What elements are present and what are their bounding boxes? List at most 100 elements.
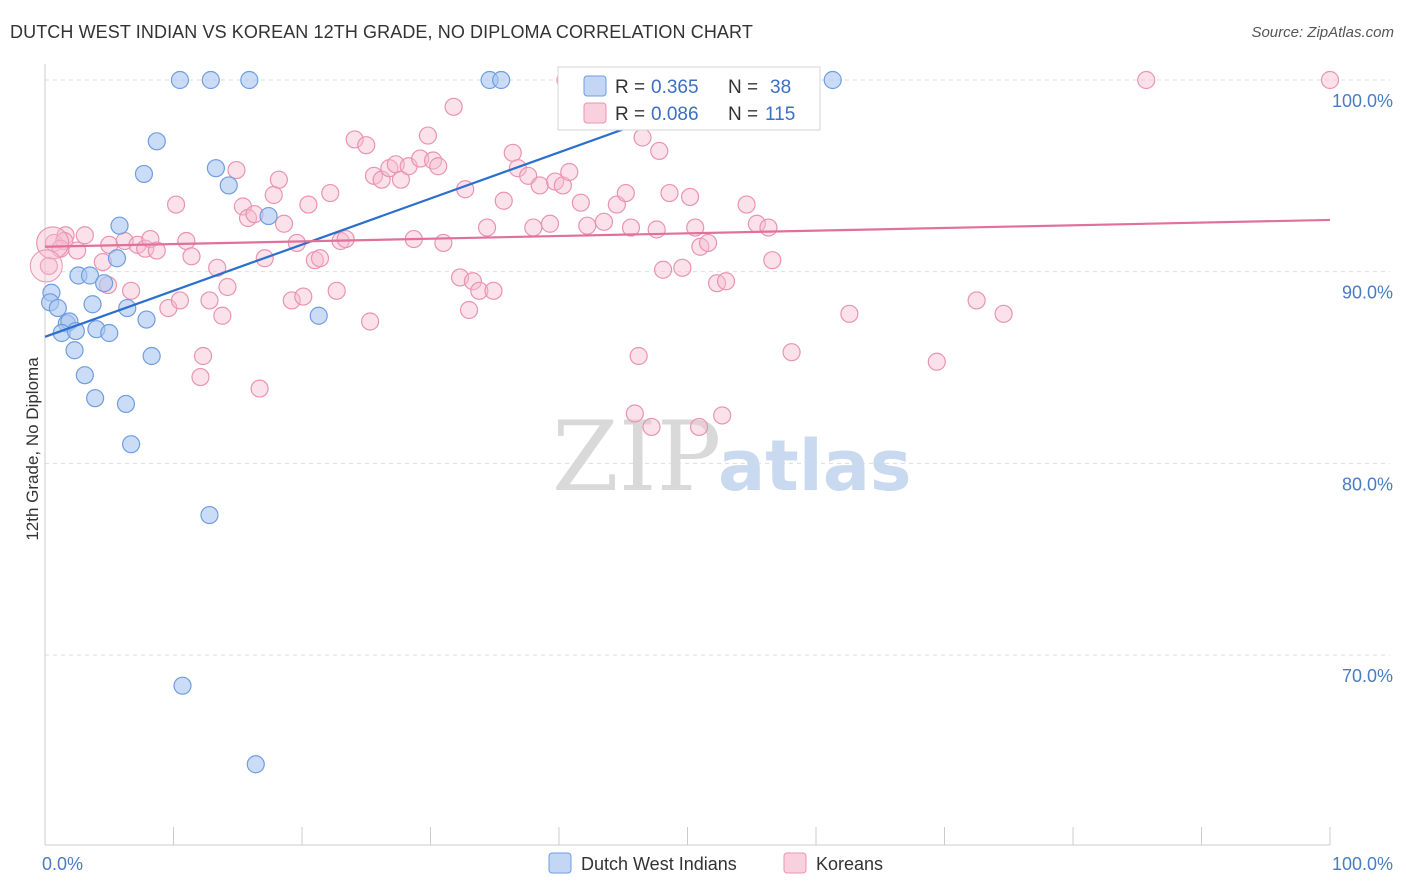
data-point-dutch	[110, 216, 129, 235]
source-label: Source: ZipAtlas.com	[1251, 24, 1394, 41]
data-point-dutch	[116, 394, 136, 414]
data-point-korean	[391, 170, 411, 189]
data-point-korean	[524, 218, 543, 237]
data-point-korean	[463, 272, 483, 291]
data-point-korean	[361, 312, 380, 331]
y-tick-labels: 70.0% 80.0% 90.0% 100.0%	[1332, 91, 1393, 686]
data-point-dutch	[95, 274, 114, 293]
watermark: ZIP atlas	[552, 401, 912, 513]
data-point-korean	[782, 343, 801, 362]
legend-n-value-koreans: 115	[765, 104, 795, 125]
data-point-korean	[633, 128, 652, 147]
legend-r-value-dutch: 0.365	[651, 77, 699, 98]
data-point-korean	[147, 241, 166, 260]
y-tick-label: 90.0%	[1342, 283, 1393, 303]
legend-item-koreans-swatch	[783, 852, 807, 874]
watermark-atlas: atlas	[718, 425, 912, 507]
data-point-korean	[177, 231, 196, 251]
data-point-korean	[141, 229, 160, 249]
data-point-korean	[494, 191, 513, 210]
data-point-korean	[357, 136, 376, 155]
data-point-korean	[759, 218, 778, 237]
x-tick-label: 100.0%	[1332, 854, 1393, 874]
data-point-korean	[321, 183, 340, 203]
data-point-korean	[689, 417, 709, 437]
data-point-korean	[418, 126, 438, 145]
data-point-dutch	[48, 298, 67, 318]
data-point-korean	[763, 251, 782, 270]
data-point-dutch	[75, 366, 94, 385]
series-legend: Dutch West Indians Koreans	[548, 852, 883, 874]
grid	[45, 79, 1390, 656]
data-point-korean	[264, 185, 283, 205]
data-point-korean	[39, 256, 58, 276]
chart-title: DUTCH WEST INDIAN VS KOREAN 12TH GRADE, …	[10, 22, 753, 42]
data-point-korean	[166, 195, 186, 214]
data-point-dutch	[492, 70, 511, 90]
data-point-korean	[213, 306, 232, 325]
data-point-korean	[578, 216, 597, 235]
legend-r-label-koreans: R =	[615, 104, 645, 125]
data-point-dutch	[309, 306, 328, 325]
correlation-legend: R = 0.365 N = 38 R = 0.086 N = 115	[557, 66, 821, 131]
legend-n-label-dutch: N =	[728, 77, 758, 98]
data-point-korean	[625, 404, 644, 423]
data-point-korean	[345, 130, 364, 149]
axes	[44, 64, 1331, 846]
data-point-korean	[200, 291, 219, 310]
data-point-dutch	[201, 70, 220, 90]
data-point-korean	[459, 300, 479, 320]
data-point-korean	[36, 226, 70, 260]
series-dutch-west-indians	[41, 70, 842, 774]
data-point-korean	[218, 277, 237, 297]
data-point-korean	[540, 214, 560, 233]
data-point-korean	[327, 281, 346, 300]
data-point-korean	[530, 176, 549, 195]
legend-item-dutch-swatch	[548, 852, 572, 874]
data-point-korean	[191, 367, 210, 387]
data-point-korean	[282, 291, 301, 310]
legend-swatch-dutch	[583, 75, 607, 97]
legend-n-label-koreans: N =	[728, 104, 758, 125]
data-point-korean	[629, 346, 648, 366]
data-point-dutch	[65, 341, 84, 360]
data-point-korean	[484, 281, 503, 300]
data-point-korean	[713, 406, 732, 425]
data-point-korean	[423, 151, 443, 170]
data-point-korean	[840, 304, 859, 323]
legend-r-label-dutch: R =	[615, 77, 645, 98]
watermark-zip: ZIP	[552, 401, 721, 513]
data-point-korean	[250, 379, 269, 398]
data-point-dutch	[200, 505, 219, 525]
y-tick-label: 80.0%	[1342, 474, 1393, 494]
data-point-korean	[208, 258, 227, 277]
data-point-dutch	[121, 435, 141, 454]
data-point-korean	[227, 160, 246, 180]
data-point-dutch	[246, 755, 265, 774]
data-point-korean	[68, 241, 87, 260]
data-point-korean	[686, 218, 705, 237]
data-point-dutch	[83, 295, 102, 314]
data-point-korean	[1320, 70, 1340, 90]
data-point-dutch	[86, 389, 105, 408]
data-point-korean	[571, 193, 590, 212]
data-point-dutch	[219, 176, 238, 195]
data-point-dutch	[142, 346, 161, 366]
data-point-dutch	[240, 70, 259, 90]
data-point-korean	[75, 226, 94, 245]
data-point-dutch	[206, 159, 226, 178]
legend-item-dutch-label: Dutch West Indians	[581, 854, 737, 874]
data-point-korean	[477, 218, 497, 237]
data-point-korean	[673, 258, 692, 277]
data-point-korean	[680, 187, 700, 207]
data-point-korean	[560, 162, 579, 182]
data-point-korean	[444, 97, 463, 116]
data-point-korean	[336, 229, 355, 249]
data-point-korean	[429, 157, 448, 176]
data-point-dutch	[134, 164, 154, 184]
data-point-korean	[707, 274, 727, 293]
y-tick-label: 100.0%	[1332, 91, 1393, 111]
x-tick-labels: 0.0% 100.0%	[42, 854, 1393, 874]
data-point-korean	[994, 304, 1013, 323]
